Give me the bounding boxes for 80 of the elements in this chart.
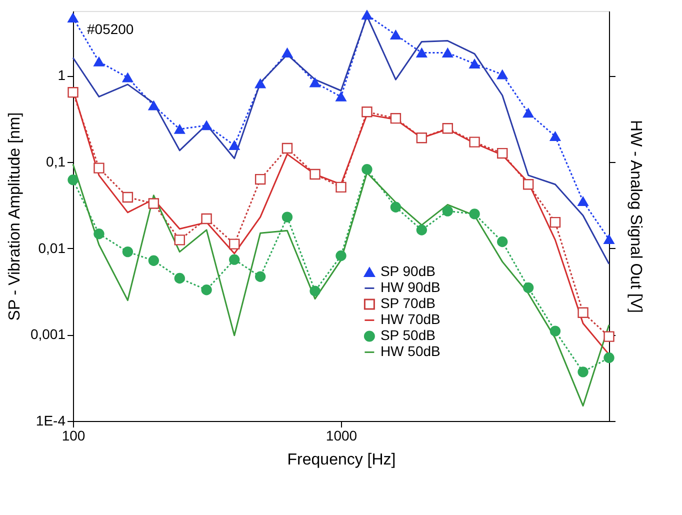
point	[254, 271, 266, 282]
point	[148, 198, 160, 209]
y-tick-label: 1	[58, 67, 66, 84]
point	[362, 164, 372, 175]
y-tick-label: 1E-4	[36, 412, 66, 428]
y-tick-label: 0,01	[38, 240, 66, 256]
point	[229, 140, 240, 150]
point	[442, 206, 453, 216]
point	[229, 238, 240, 250]
point	[201, 213, 212, 224]
legend-label: HW 90dB	[380, 279, 440, 296]
point	[148, 255, 160, 266]
point	[148, 100, 160, 110]
point	[522, 179, 534, 190]
point	[497, 70, 508, 80]
point	[174, 124, 185, 134]
point	[122, 72, 134, 82]
y-tick-label: 0,1	[46, 153, 66, 170]
point	[578, 366, 588, 378]
point	[442, 48, 453, 58]
point	[94, 228, 104, 240]
point	[362, 10, 372, 20]
point	[68, 13, 78, 23]
point	[578, 196, 588, 206]
point	[336, 92, 346, 102]
x-axis-title: Frequency [Hz]	[287, 452, 396, 468]
point	[282, 142, 293, 154]
point	[229, 254, 240, 265]
point	[469, 136, 480, 148]
point	[122, 192, 134, 203]
point	[578, 307, 588, 318]
point	[522, 108, 534, 118]
legend-label: SP 90dB	[380, 263, 436, 280]
point	[550, 216, 561, 228]
point	[522, 282, 534, 294]
point	[282, 212, 293, 222]
point	[604, 331, 614, 342]
point	[336, 182, 346, 193]
point	[201, 284, 212, 296]
point	[201, 120, 212, 130]
point	[254, 174, 266, 185]
point	[174, 234, 185, 246]
point	[68, 87, 78, 98]
point	[469, 208, 480, 220]
point	[310, 168, 320, 180]
point	[310, 78, 320, 88]
point	[122, 246, 134, 258]
point	[497, 148, 508, 159]
point	[550, 132, 561, 142]
x-tick-label: 1000	[326, 428, 358, 444]
point	[362, 106, 372, 118]
legend-label: HW 70dB	[380, 311, 440, 328]
point	[68, 174, 78, 186]
y-tick-label: 0,001	[30, 326, 66, 342]
point	[416, 48, 428, 58]
legend-label: SP 70dB	[380, 295, 436, 312]
y2-axis-title: HW - Analog Signal Out [V]	[627, 120, 644, 313]
annotation: #05200	[87, 21, 134, 37]
point	[390, 30, 402, 40]
point	[469, 59, 480, 69]
point	[336, 250, 346, 262]
point	[310, 286, 320, 296]
legend-label: SP 50dB	[380, 327, 436, 344]
point	[550, 326, 561, 336]
point	[416, 132, 428, 144]
y-axis-title: SP - Vibration Amplitude [nm]	[6, 112, 24, 321]
point	[604, 234, 614, 244]
point	[604, 352, 614, 364]
point	[390, 202, 402, 212]
point	[442, 123, 453, 134]
point	[254, 78, 266, 88]
x-tick-label: 100	[62, 428, 86, 444]
point	[497, 236, 508, 248]
point	[282, 48, 293, 58]
point	[416, 224, 428, 236]
legend-label: HW 50dB	[380, 343, 440, 360]
point	[94, 56, 104, 66]
point	[390, 112, 402, 124]
point	[94, 162, 104, 174]
point	[174, 272, 185, 284]
